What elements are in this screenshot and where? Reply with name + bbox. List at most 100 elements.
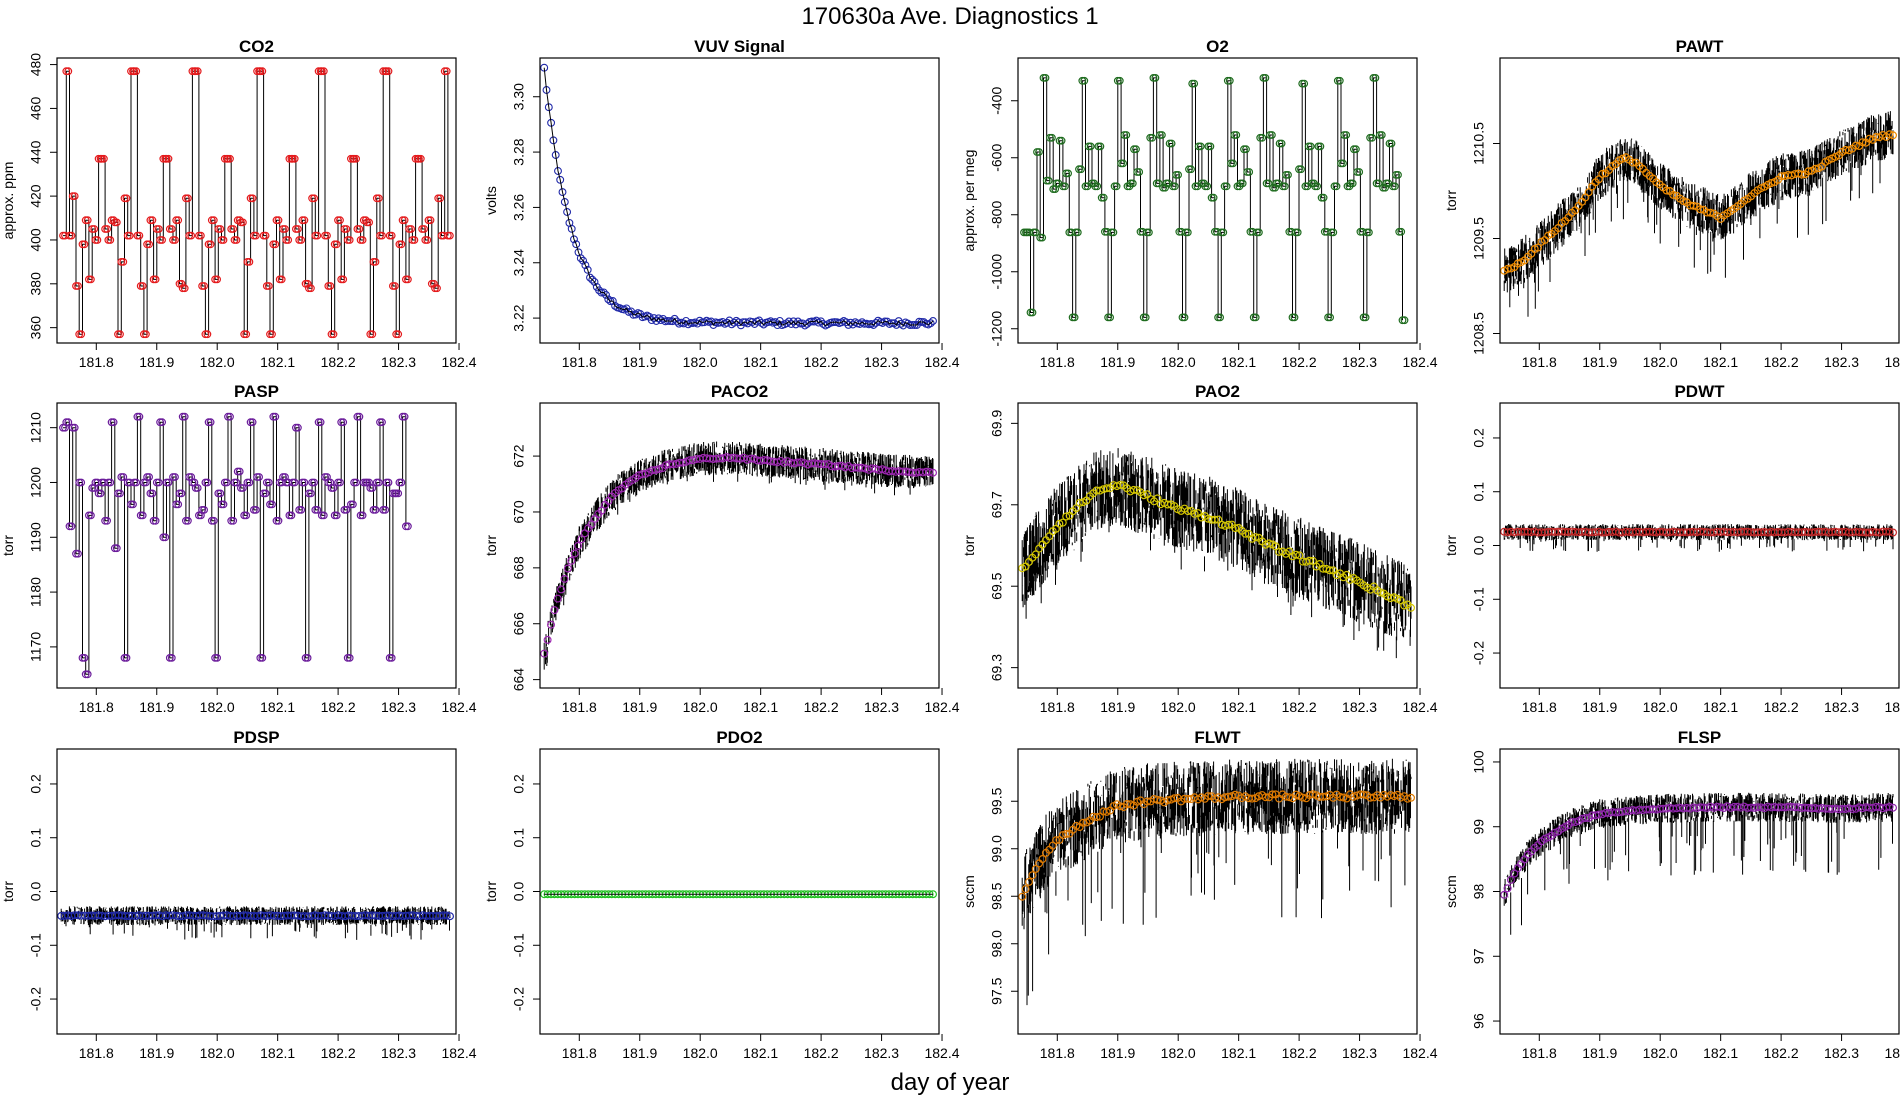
y-tick-label: 98.5 bbox=[989, 882, 1005, 909]
data-point bbox=[567, 556, 576, 565]
data-point bbox=[581, 261, 590, 270]
x-tick-label: 181.8 bbox=[1040, 354, 1075, 370]
data-point bbox=[358, 511, 367, 520]
x-tick-label: 182.3 bbox=[1342, 354, 1377, 370]
data-point bbox=[1284, 170, 1292, 179]
data-point bbox=[174, 216, 183, 225]
plot-frame bbox=[1499, 748, 1900, 1035]
data-point bbox=[1261, 73, 1270, 82]
data-point bbox=[1209, 193, 1218, 202]
data-point bbox=[1348, 179, 1357, 188]
data-point bbox=[1018, 892, 1027, 901]
data-point bbox=[1359, 790, 1368, 799]
x-tick-label: 182.0 bbox=[1161, 1045, 1196, 1061]
data-point bbox=[323, 473, 331, 481]
data-point bbox=[391, 282, 399, 290]
data-point bbox=[1339, 159, 1347, 168]
data-point bbox=[74, 549, 82, 558]
series-line bbox=[543, 67, 934, 327]
panel-flwt: FLWT sccm 181.8 181.9 182.0 182.1 182.2 182.3 18… bbox=[961, 728, 1438, 1061]
data-point bbox=[378, 418, 386, 427]
data-point bbox=[576, 254, 585, 263]
data-point bbox=[926, 319, 935, 328]
y-tick-label: 420 bbox=[28, 184, 44, 208]
data-point bbox=[1225, 76, 1234, 85]
x-tick-label: 182.1 bbox=[260, 1045, 295, 1061]
data-point bbox=[1290, 313, 1299, 322]
y-tick-label: 666 bbox=[511, 612, 527, 636]
data-point bbox=[426, 216, 435, 225]
data-point bbox=[183, 516, 192, 525]
data-point bbox=[678, 458, 687, 467]
plot-frame bbox=[1017, 402, 1418, 689]
data-point bbox=[378, 231, 386, 240]
y-tick-label: 360 bbox=[28, 316, 44, 340]
data-point bbox=[797, 458, 806, 467]
y-tick-label: 97.5 bbox=[989, 977, 1005, 1004]
data-point bbox=[1400, 316, 1409, 325]
data-point bbox=[550, 606, 559, 615]
data-point bbox=[1119, 159, 1127, 168]
y-tick-label: 98.0 bbox=[989, 930, 1005, 957]
y-tick-label: 0.0 bbox=[28, 882, 44, 902]
data-point bbox=[1183, 507, 1192, 516]
data-point bbox=[423, 236, 432, 244]
data-point bbox=[1628, 158, 1637, 167]
data-point bbox=[336, 216, 344, 225]
data-point bbox=[313, 506, 322, 514]
data-point bbox=[1116, 480, 1125, 489]
data-point bbox=[1222, 182, 1231, 191]
data-point bbox=[264, 478, 273, 487]
data-point bbox=[219, 500, 228, 509]
data-point bbox=[271, 412, 280, 421]
x-tick-label: 182.0 bbox=[200, 699, 235, 715]
x-tick-label: 181.9 bbox=[622, 354, 657, 370]
data-point bbox=[294, 225, 302, 233]
y-tick-label: 1208.5 bbox=[1471, 312, 1487, 355]
x-tick-label: 182.2 bbox=[1764, 354, 1799, 370]
data-point bbox=[245, 478, 254, 487]
data-point bbox=[1112, 182, 1121, 191]
data-point bbox=[579, 256, 588, 265]
data-point bbox=[1058, 518, 1067, 527]
panel-pdsp: PDSP torr 181.8 181.9 182.0 182.1 182.2 182.3 18… bbox=[0, 728, 477, 1061]
x-tick-label: 181.9 bbox=[1582, 699, 1617, 715]
x-tick-label: 182.0 bbox=[200, 1045, 235, 1061]
data-point bbox=[1271, 542, 1280, 551]
data-point bbox=[1298, 793, 1307, 802]
plot-frame bbox=[56, 402, 457, 689]
data-point bbox=[206, 418, 215, 427]
y-tick-label: 1209.5 bbox=[1471, 217, 1487, 260]
data-point bbox=[258, 654, 267, 662]
data-point bbox=[766, 317, 775, 326]
data-point bbox=[586, 273, 594, 282]
data-point bbox=[1096, 142, 1105, 151]
panel-paco2: PACO2 torr 181.8 181.9 182.0 182.1 182.2 182.3 1… bbox=[483, 382, 960, 715]
data-point bbox=[400, 216, 409, 225]
data-point bbox=[200, 282, 209, 290]
data-point bbox=[268, 330, 276, 339]
data-point bbox=[1203, 182, 1212, 191]
data-point bbox=[1139, 491, 1148, 500]
x-tick-label: 181.8 bbox=[1040, 699, 1075, 715]
data-point bbox=[313, 231, 322, 240]
data-point bbox=[103, 225, 111, 233]
data-point bbox=[1376, 588, 1385, 597]
data-point bbox=[1581, 813, 1590, 822]
x-tick-label: 181.8 bbox=[79, 1045, 114, 1061]
y-tick-label: 672 bbox=[511, 444, 527, 468]
data-point bbox=[329, 330, 338, 339]
data-point bbox=[387, 231, 396, 240]
y-axis-label: approx. ppm bbox=[0, 162, 16, 240]
data-point bbox=[258, 67, 267, 76]
data-point bbox=[99, 154, 108, 163]
data-point bbox=[1267, 131, 1276, 139]
y-tick-label: 96 bbox=[1471, 1013, 1487, 1029]
x-tick-label: 182.2 bbox=[321, 699, 356, 715]
data-point bbox=[1051, 836, 1060, 845]
panel-pasp: PASP torr 181.8 181.9 182.0 182.1 182.2 182.3 18… bbox=[0, 382, 477, 715]
data-point bbox=[1374, 179, 1383, 188]
y-tick-label: 0.1 bbox=[28, 828, 44, 848]
x-tick-label: 181.9 bbox=[1100, 699, 1135, 715]
x-tick-label: 182.1 bbox=[743, 699, 778, 715]
